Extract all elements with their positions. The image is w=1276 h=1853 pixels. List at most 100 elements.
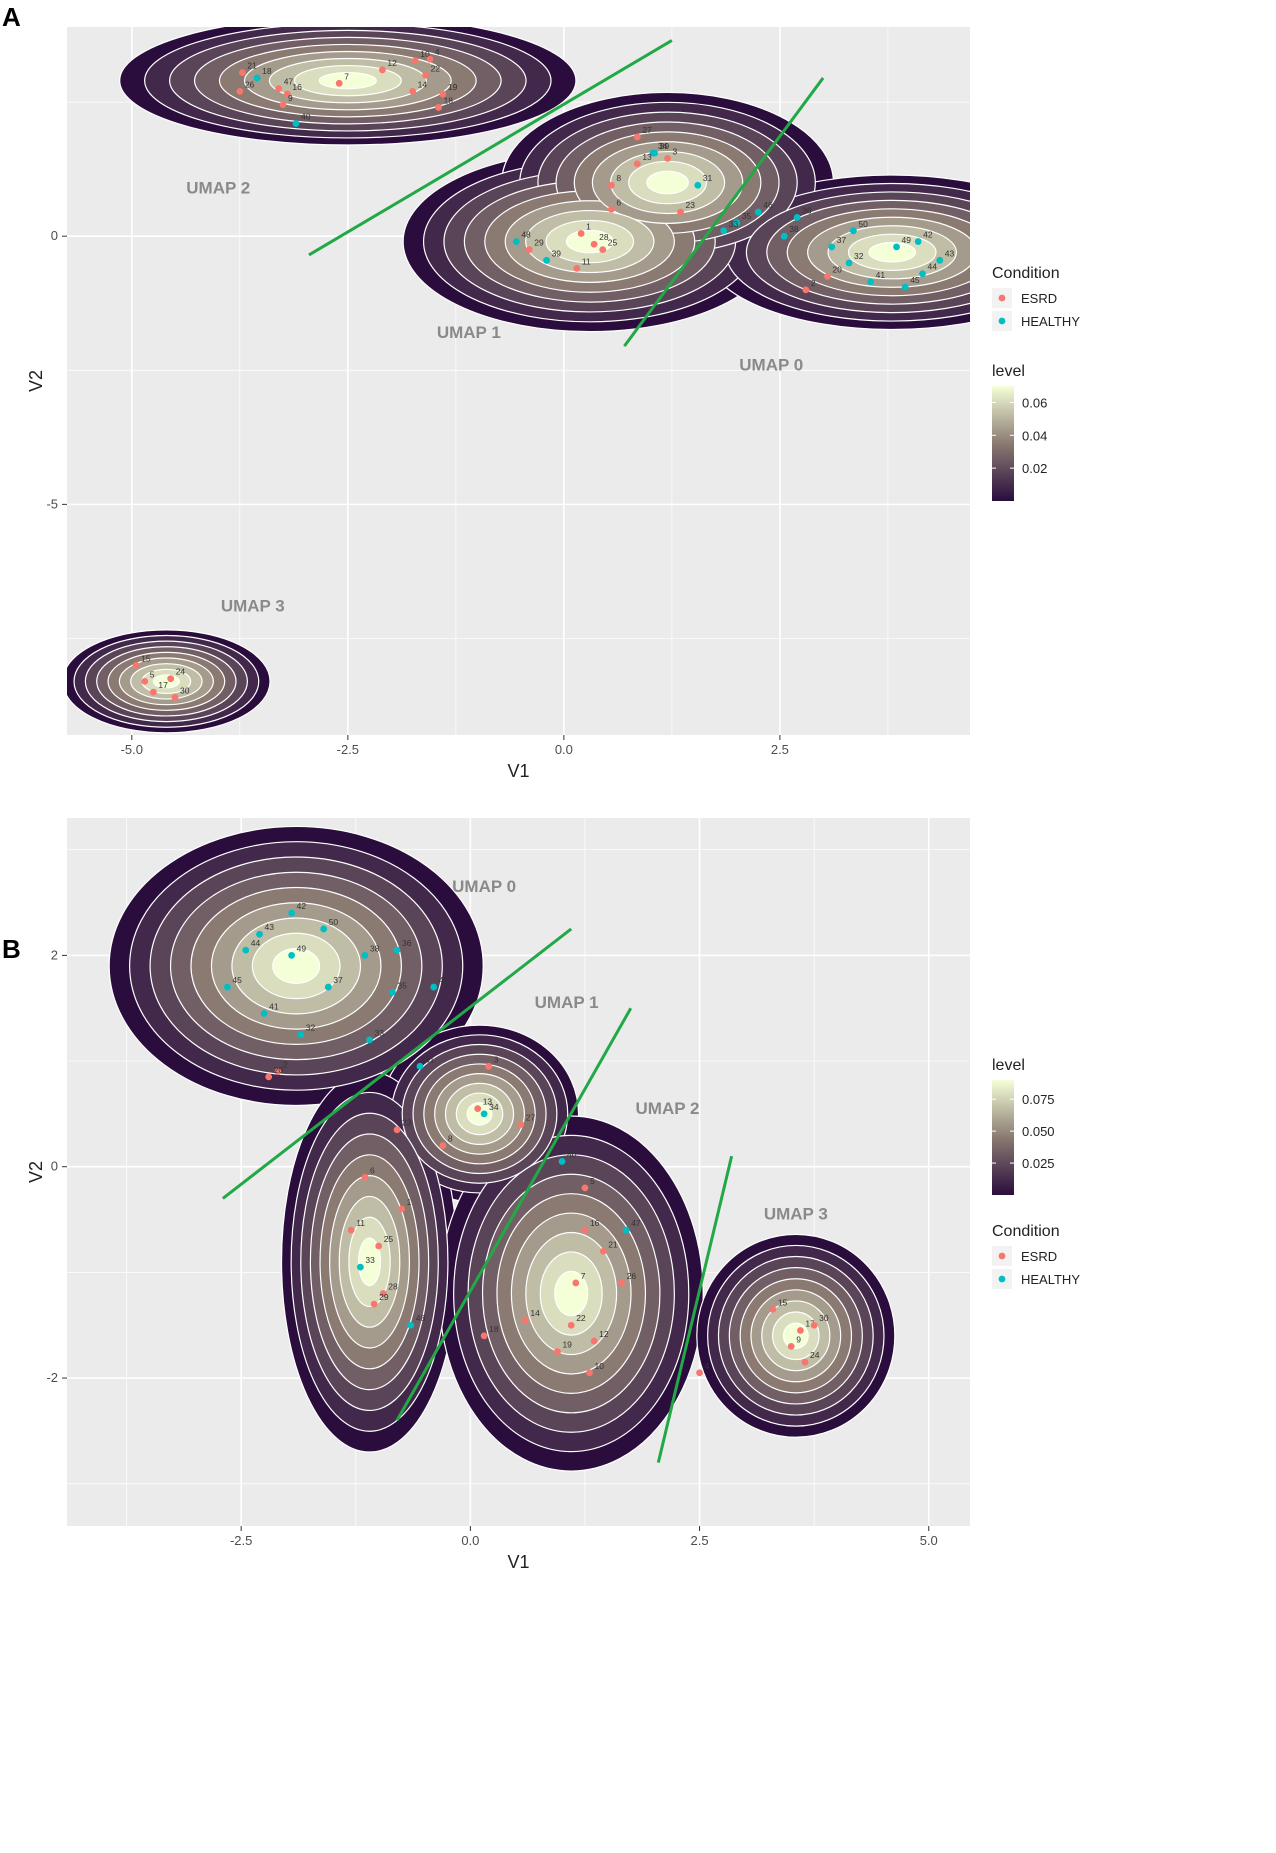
colorbar-label: 0.04: [1022, 428, 1047, 443]
point-label: 13: [483, 1097, 493, 1107]
density-level-9: [272, 947, 321, 984]
point-label: 7: [581, 1271, 586, 1281]
point-esrd: [797, 1327, 804, 1334]
point-label: 35: [742, 211, 752, 221]
point-label: 33: [729, 219, 739, 229]
x-tick-label: 2.5: [691, 1533, 709, 1548]
density-contours: [67, 27, 970, 734]
point-label: 31: [425, 1054, 435, 1064]
point-label: 47: [631, 1218, 641, 1228]
point-esrd: [361, 1173, 369, 1181]
point-label: 5: [590, 1176, 595, 1186]
point-label: 17: [805, 1319, 815, 1329]
point-esrd: [581, 1184, 589, 1192]
point-label: 50: [858, 219, 868, 229]
point-label: 46: [763, 200, 773, 210]
point-label: 25: [384, 1234, 394, 1244]
point-label: 19: [448, 82, 458, 92]
point-healthy: [288, 951, 296, 959]
point-esrd: [426, 55, 434, 63]
point-esrd: [239, 69, 246, 76]
point-label: 13: [642, 152, 652, 162]
point-label: 11: [582, 256, 591, 266]
point-label: 3: [673, 146, 678, 156]
point-label: 34: [658, 141, 668, 151]
point-healthy: [320, 925, 328, 933]
point-esrd: [375, 1242, 383, 1250]
point-label: 16: [590, 1218, 600, 1228]
point-esrd: [422, 71, 430, 79]
point-esrd: [607, 205, 615, 213]
point-label: 9: [796, 1334, 801, 1344]
point-label: 41: [269, 1001, 279, 1011]
point-label: 44: [927, 262, 937, 272]
point-label: 45: [232, 975, 242, 985]
point-label: 15: [778, 1297, 788, 1307]
point-esrd: [439, 90, 447, 98]
point-healthy: [430, 983, 438, 991]
point-esrd: [411, 57, 419, 65]
colorbar-label: 0.025: [1022, 1156, 1055, 1171]
point-label: 16: [292, 82, 302, 92]
point-label: 2: [811, 278, 816, 288]
divider-line-1: [308, 39, 673, 257]
point-esrd: [525, 246, 533, 253]
point-label: 34: [489, 1102, 499, 1112]
point-label: 29: [379, 1292, 389, 1302]
x-tick-label: 2.5: [771, 742, 789, 757]
point-esrd: [141, 677, 149, 685]
point-label: 30: [180, 685, 190, 695]
point-label: 46: [439, 975, 449, 985]
x-tick-label: -2.5: [337, 742, 359, 757]
point-esrd: [633, 160, 641, 168]
x-tick-label: -5.0: [121, 742, 143, 757]
point-healthy: [288, 909, 296, 917]
point-label: 1: [586, 222, 591, 232]
point-esrd: [633, 133, 641, 141]
legend-swatch-esrd: [998, 294, 1006, 302]
point-label: 18: [444, 95, 454, 105]
point-healthy: [733, 219, 741, 227]
y-tick-label: 0: [51, 1159, 58, 1174]
axes: -5.0 -2.5 0.0 2.5 -5 0 V1 V2: [26, 228, 789, 781]
point-healthy: [361, 951, 369, 959]
point-label: 18: [262, 66, 272, 76]
legend-condition: Condition ESRD HEALTHY: [992, 1223, 1080, 1289]
divider-line-1: [221, 927, 573, 1200]
point-label: 23: [686, 200, 696, 210]
divider-line-2: [395, 1007, 633, 1422]
point-label: 27: [526, 1112, 536, 1122]
point-label: 24: [810, 1350, 820, 1360]
point-healthy: [893, 243, 900, 251]
colorbar-label: 0.02: [1022, 461, 1047, 476]
point-label: 17: [158, 680, 168, 690]
point-label: 10: [595, 1361, 605, 1371]
point-label: 49: [297, 943, 307, 953]
point-esrd: [677, 208, 684, 216]
point-healthy: [793, 214, 801, 221]
point-esrd: [810, 1321, 818, 1329]
legend-condition-title: Condition: [992, 1223, 1060, 1240]
point-label: 47: [284, 77, 294, 87]
point-healthy: [416, 1062, 424, 1070]
cluster-label: UMAP 0: [739, 355, 803, 374]
point-label: 12: [599, 1329, 609, 1339]
point-esrd: [379, 66, 386, 74]
point-healthy: [256, 930, 263, 938]
point-label: 30: [819, 1313, 829, 1323]
point-esrd: [572, 1279, 580, 1287]
point-label: 15: [141, 653, 151, 663]
point-healthy: [780, 232, 788, 240]
density-level-9: [868, 242, 917, 263]
point-label: 14: [530, 1308, 540, 1318]
cluster-label: UMAP 3: [764, 1205, 828, 1224]
colorbar-label: 0.075: [1022, 1092, 1055, 1107]
point-label: 29: [534, 238, 544, 248]
point-esrd: [824, 273, 831, 280]
point-esrd: [393, 1126, 401, 1134]
point-label: 2: [283, 1060, 288, 1070]
point-label: 24: [176, 667, 186, 677]
